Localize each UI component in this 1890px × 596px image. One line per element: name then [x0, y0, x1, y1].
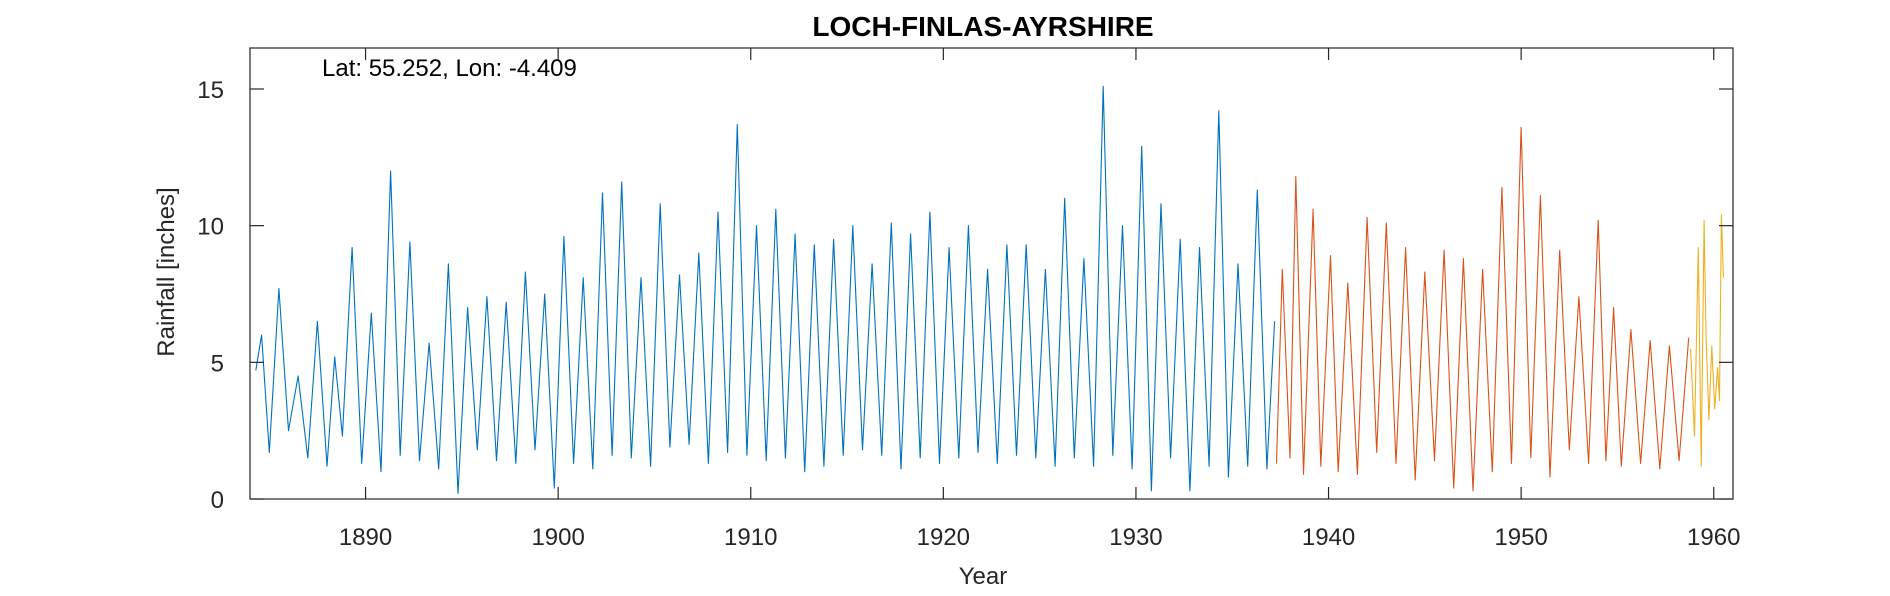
chart-title: LOCH-FINLAS-AYRSHIRE [812, 11, 1153, 42]
location-annotation: Lat: 55.252, Lon: -4.409 [322, 55, 577, 82]
x-axis-label: Year [959, 563, 1008, 590]
y-tick-label: 5 [211, 350, 224, 377]
x-tick-label: 1920 [917, 524, 970, 551]
x-tick-label: 1960 [1687, 524, 1740, 551]
x-tick-label: 1930 [1109, 524, 1162, 551]
y-tick-label: 10 [197, 214, 224, 241]
x-tick-label: 1900 [531, 524, 584, 551]
y-tick-label: 0 [211, 487, 224, 514]
series-line-3 [1690, 214, 1724, 467]
y-tick-label: 15 [197, 77, 224, 104]
series-line-2 [1275, 126, 1690, 492]
series-line-1 [255, 85, 1276, 495]
x-tick-label: 1890 [339, 524, 392, 551]
x-tick-label: 1940 [1302, 524, 1355, 551]
plot-frame [249, 47, 1734, 500]
x-tick-label: 1910 [724, 524, 777, 551]
y-axis-label: Rainfall [inches] [153, 187, 180, 356]
x-tick-label: 1950 [1494, 524, 1547, 551]
